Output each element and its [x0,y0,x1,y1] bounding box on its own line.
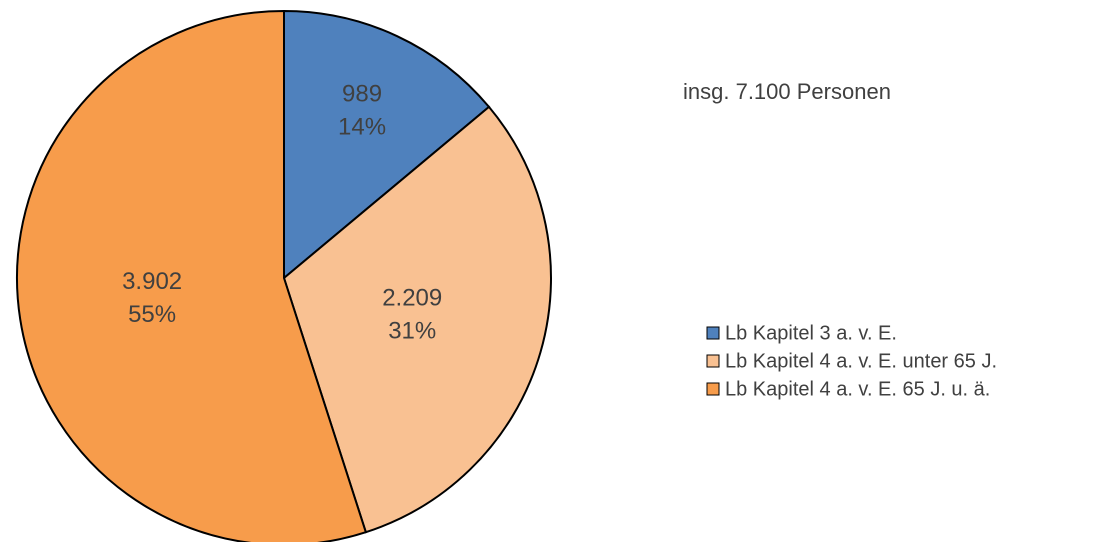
legend-swatch [706,326,720,340]
percentage-label: 14% [338,113,386,140]
data-label: 989 [342,80,382,107]
legend-label: Lb Kapitel 4 a. v. E. 65 J. u. ä. [725,378,990,400]
pie-slice [16,9,368,542]
data-label: 2.209 [382,284,442,311]
legend-label: Lb Kapitel 3 a. v. E. [725,322,897,344]
percentage-label: 31% [388,317,436,344]
legend-label: Lb Kapitel 4 a. v. E. unter 65 J. [725,350,997,372]
pie-slice [283,9,491,281]
annotation: insg. 7.100 Personen [683,79,891,104]
percentage-label: 55% [128,301,176,328]
legend-swatch [706,382,720,396]
data-label: 3.902 [122,268,182,295]
pie-slice [282,105,552,534]
legend-swatch [706,354,720,368]
